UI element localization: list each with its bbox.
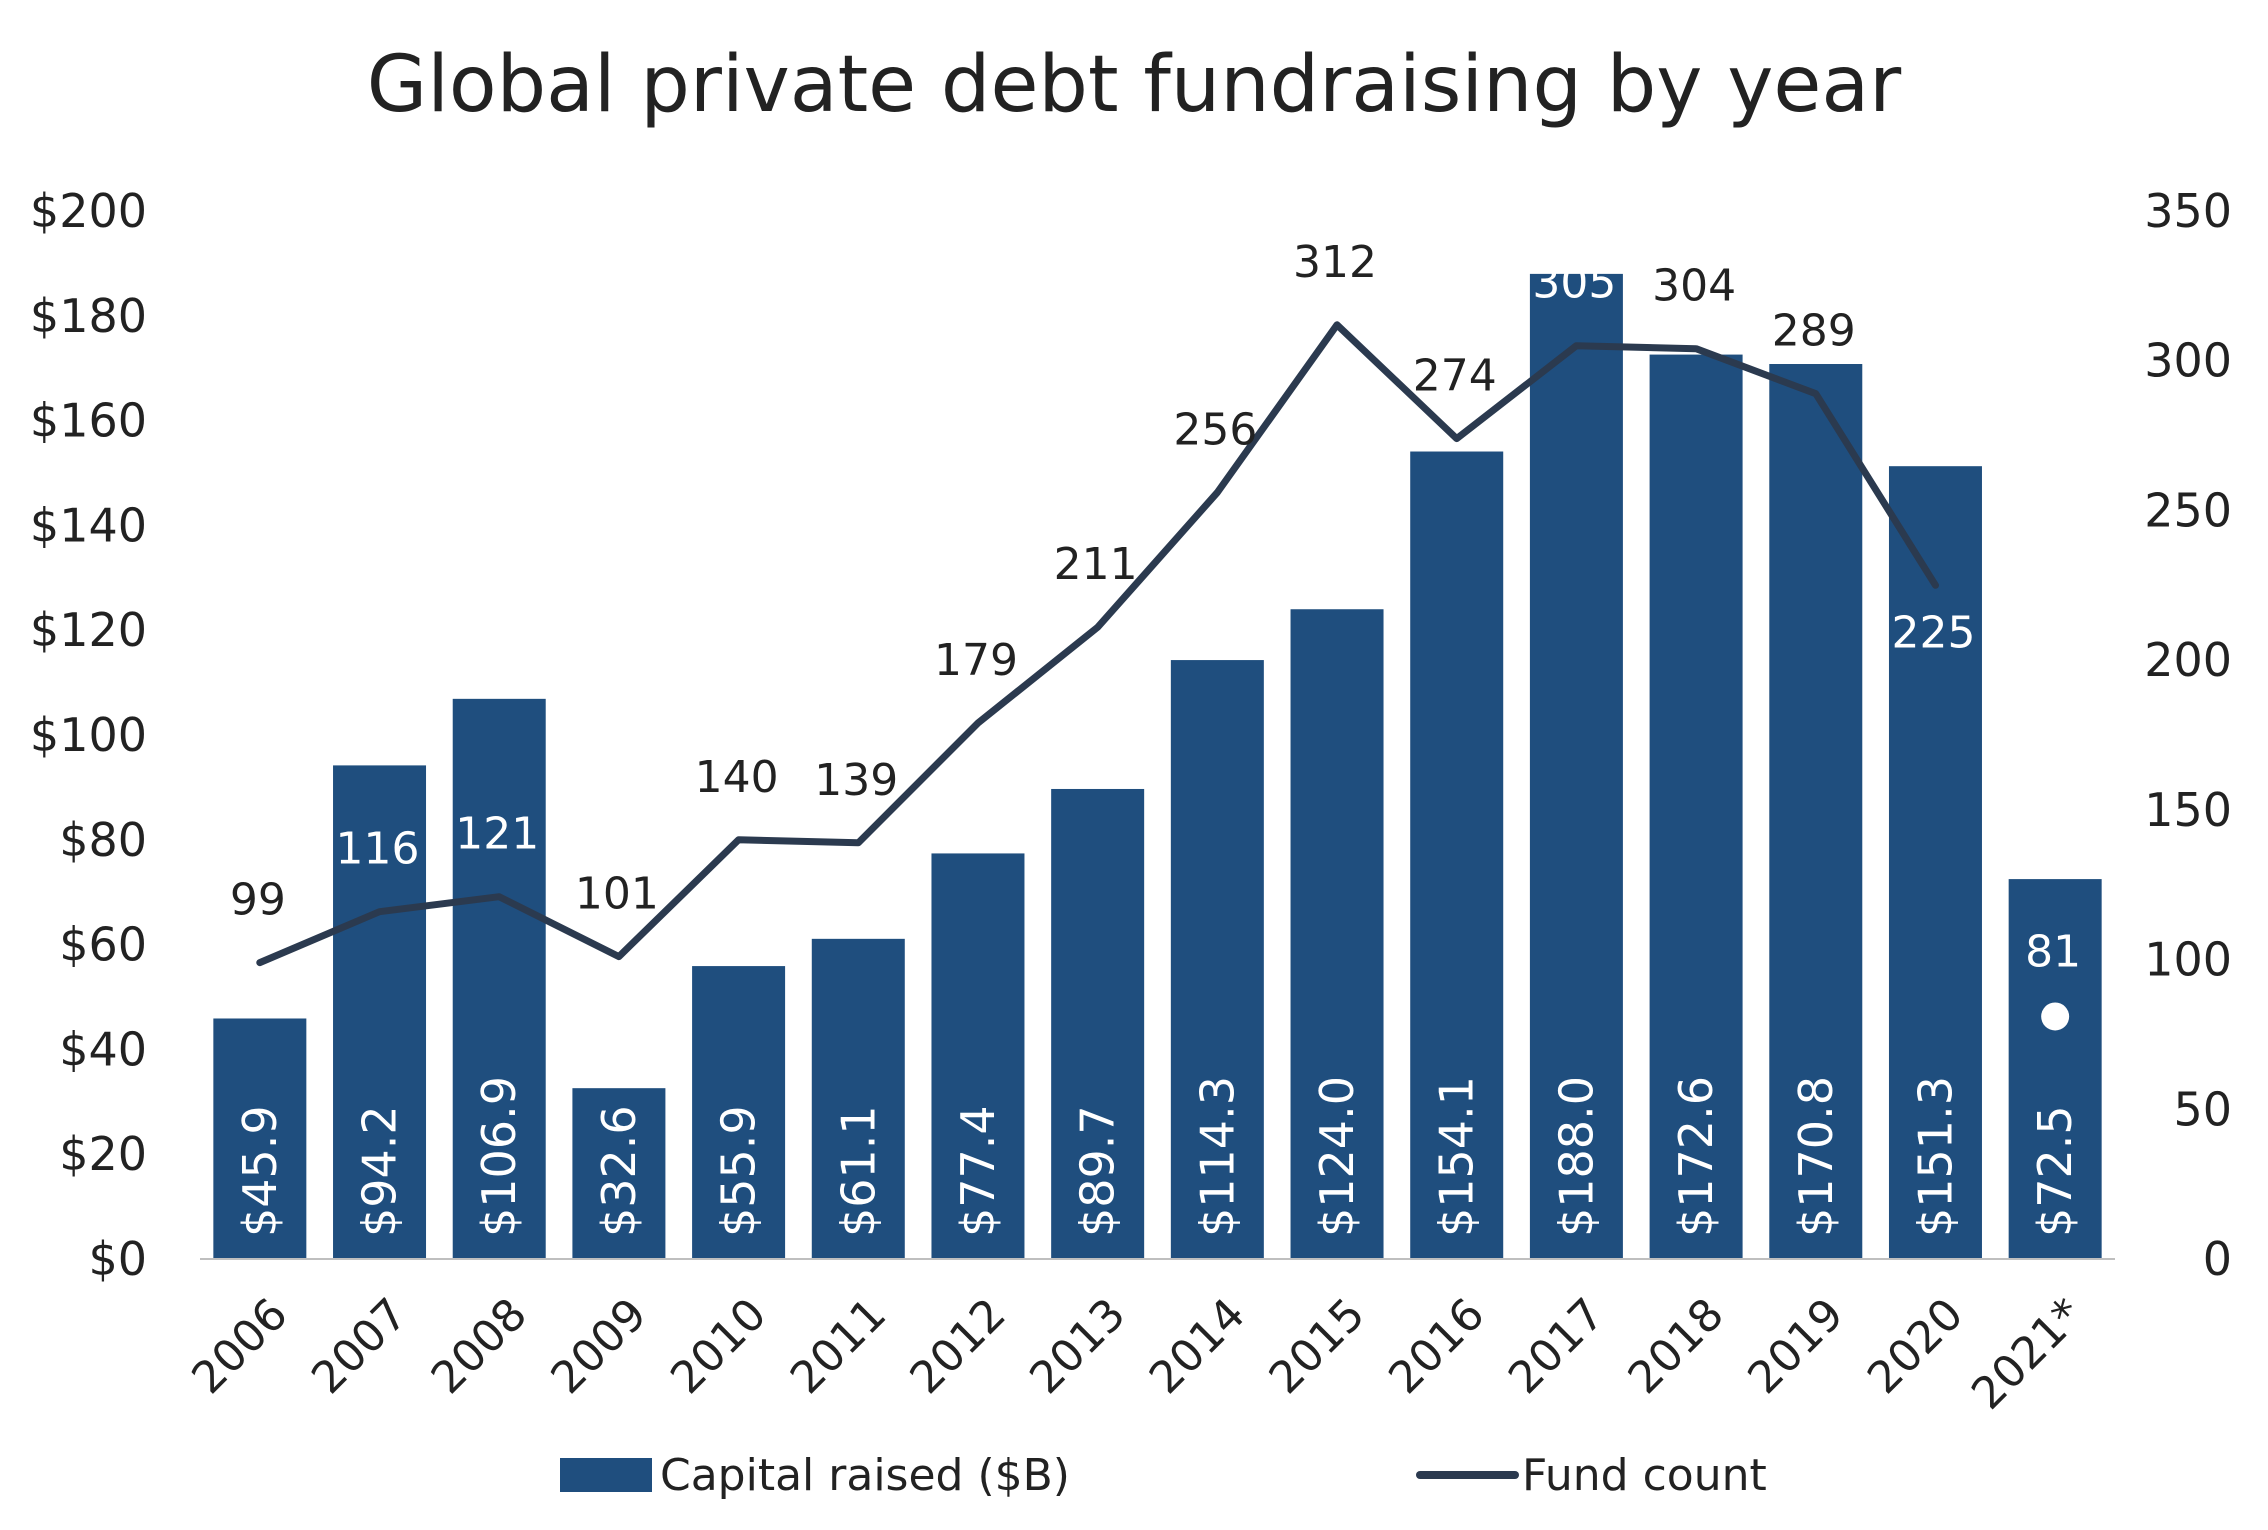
- legend: Capital raised ($B) Fund count: [560, 1450, 1767, 1501]
- y-left-tick-label: $0: [88, 1232, 147, 1286]
- y-right-tick-label: 50: [2173, 1082, 2232, 1136]
- bar-2006: [213, 1018, 307, 1259]
- bar-value-label: $55.9: [712, 1105, 766, 1237]
- bar-2014: [1170, 660, 1264, 1259]
- fund-count-label: 225: [1891, 607, 1975, 658]
- bar-2020: [1888, 466, 1982, 1259]
- fund-count-label: 101: [575, 869, 659, 920]
- fund-count-label: 99: [230, 875, 286, 926]
- bar-2017: [1529, 273, 1623, 1259]
- y-left-tick-label: $160: [30, 394, 147, 448]
- bar-value-label: $114.3: [1190, 1076, 1244, 1237]
- bar-2010: [692, 966, 786, 1259]
- fund-count-label: 305: [1532, 258, 1616, 309]
- y-right-tick-label: 0: [2203, 1232, 2232, 1286]
- bar-2013: [1051, 788, 1145, 1259]
- fund-count-label: 179: [934, 635, 1018, 686]
- fund-count-point-2021: [2041, 1002, 2070, 1031]
- fund-count-label: 140: [695, 752, 779, 803]
- bar-value-label: $106.9: [472, 1076, 526, 1237]
- x-tick-label: 2019: [1738, 1289, 1853, 1404]
- x-tick-label: 2012: [900, 1289, 1015, 1404]
- legend-label-capital: Capital raised ($B): [660, 1450, 1070, 1501]
- bar-value-label: $32.6: [592, 1105, 646, 1237]
- y-left-tick-label: $20: [59, 1127, 147, 1181]
- fund-count-label: 312: [1293, 237, 1377, 288]
- fund-count-label: 289: [1772, 306, 1856, 357]
- y-left-tick-label: $200: [30, 184, 147, 238]
- y-left-tick-label: $60: [59, 918, 147, 972]
- bars-layer: [213, 273, 2102, 1259]
- bar-value-label: $94.2: [353, 1105, 407, 1237]
- x-tick-label: 2013: [1020, 1289, 1135, 1404]
- fund-count-line-layer: [256, 321, 2070, 1031]
- y-left-tick-label: $40: [59, 1022, 147, 1076]
- y-right-tick-label: 300: [2144, 334, 2232, 388]
- bar-value-label: $170.8: [1789, 1076, 1843, 1237]
- bar-value-label: $77.4: [951, 1105, 1005, 1237]
- fund-count-label: 256: [1173, 404, 1257, 455]
- bar-2015: [1290, 609, 1384, 1259]
- x-tick-label: 2009: [541, 1289, 656, 1404]
- y-left-tick-label: $120: [30, 603, 147, 657]
- x-tick-label: 2010: [661, 1289, 776, 1404]
- x-tick-label: 2018: [1619, 1289, 1734, 1404]
- bar-2011: [811, 938, 905, 1259]
- bar-2012: [931, 853, 1025, 1259]
- fund-count-label: 81: [2025, 926, 2081, 977]
- bar-value-label: $172.6: [1669, 1076, 1723, 1237]
- x-tick-label: 2021*: [1962, 1289, 2093, 1420]
- y-left-tick-label: $80: [59, 813, 147, 867]
- bar-2016: [1410, 451, 1504, 1259]
- bar-2018: [1649, 354, 1743, 1259]
- x-tick-label: 2015: [1260, 1289, 1375, 1404]
- bar-2019: [1769, 364, 1863, 1259]
- bar-value-label: $151.3: [1908, 1076, 1962, 1237]
- y-right-tick-label: 250: [2144, 483, 2232, 537]
- bar-2021*: [2008, 879, 2102, 1259]
- x-tick-label: 2017: [1499, 1289, 1614, 1404]
- bar-value-label: $45.9: [233, 1105, 287, 1237]
- fund-count-line: [256, 321, 1939, 967]
- bar-value-label: $72.5: [2028, 1105, 2082, 1237]
- chart-title: Global private debt fundraising by year: [366, 40, 1902, 130]
- legend-swatch-capital: [560, 1458, 652, 1492]
- fund-count-label: 304: [1652, 261, 1736, 312]
- fund-count-label: 116: [336, 824, 420, 875]
- bar-2009: [572, 1088, 666, 1259]
- fund-count-label: 121: [455, 809, 539, 860]
- y-right-tick-label: 150: [2144, 783, 2232, 837]
- y-left-tick-label: $180: [30, 289, 147, 343]
- labels-layer: $45.9 $94.2 $106.9 $32.6 $55.9 $61.1 $77.4 $89.…: [230, 237, 2082, 1237]
- y-right-tick-label: 350: [2144, 184, 2232, 238]
- bar-value-label: $61.1: [831, 1105, 885, 1237]
- x-tick-label: 2006: [182, 1289, 297, 1404]
- x-tick-label: 2011: [781, 1289, 896, 1404]
- fund-count-label: 139: [814, 755, 898, 806]
- legend-label-fund-count: Fund count: [1522, 1450, 1767, 1501]
- x-tick-label: 2014: [1140, 1289, 1255, 1404]
- bar-value-label: $188.0: [1549, 1076, 1603, 1237]
- y-right-tick-label: 100: [2144, 933, 2232, 987]
- x-tick-label: 2007: [302, 1289, 417, 1404]
- bar-value-label: $154.1: [1430, 1076, 1484, 1237]
- x-tick-label: 2020: [1858, 1289, 1973, 1404]
- x-tick-label: 2016: [1379, 1289, 1494, 1404]
- y-right-tick-label: 200: [2144, 633, 2232, 687]
- bar-2007: [333, 765, 427, 1259]
- x-tick-label: 2008: [422, 1289, 537, 1404]
- fund-count-label: 211: [1054, 539, 1138, 590]
- bar-value-label: $124.0: [1310, 1076, 1364, 1237]
- y-left-tick-label: $100: [30, 708, 147, 762]
- y-left-tick-label: $140: [30, 498, 147, 552]
- bar-2008: [452, 698, 546, 1259]
- bar-value-label: $89.7: [1071, 1105, 1125, 1237]
- fund-count-label: 274: [1413, 351, 1497, 402]
